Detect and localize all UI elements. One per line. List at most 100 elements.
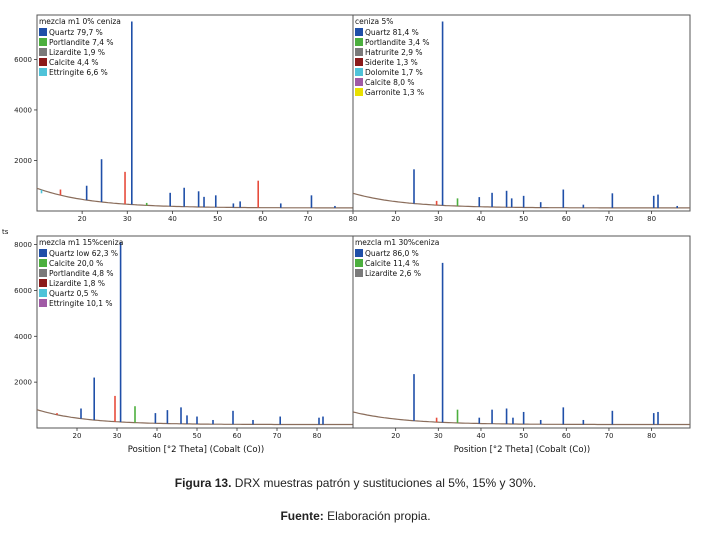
legend-swatch: [355, 68, 363, 76]
legend-swatch: [355, 78, 363, 86]
legend-swatch: [39, 279, 47, 287]
legend-swatch: [355, 269, 363, 277]
x-tick-label: 30: [434, 432, 443, 440]
legend-label: Quartz 81,4 %: [365, 28, 419, 37]
y-tick-label: 6000: [14, 56, 32, 64]
x-tick-label: 60: [562, 432, 571, 440]
x-tick-label: 60: [562, 215, 571, 223]
legend-swatch: [355, 28, 363, 36]
y-tick-label: 2000: [14, 157, 32, 165]
legend-label: Ettringite 6,6 %: [49, 68, 108, 77]
legend-label: Quartz 0,5 %: [49, 289, 98, 298]
background-trace: [352, 411, 690, 426]
xrd-panels: 20 30 40 50 60 70 80 2000 4000 6000 mezcla m1 0% c…: [14, 14, 691, 440]
x-tick-label: 40: [168, 215, 177, 223]
x-tick-label: 30: [434, 215, 443, 223]
xrd-panel-2: 20 30 40 50 60 70 80 2000 4000 6000 8000 mezcla m1 …: [14, 235, 354, 440]
x-tick-label: 80: [647, 432, 656, 440]
x-tick-label: 50: [519, 215, 528, 223]
y-tick-label: 4000: [14, 333, 32, 341]
x-tick-label: 70: [604, 215, 613, 223]
x-tick-label: 80: [313, 432, 322, 440]
legend-swatch: [355, 259, 363, 267]
legend-swatch: [355, 38, 363, 46]
legend-swatch: [39, 38, 47, 46]
panel-title: ceniza 5%: [355, 17, 393, 26]
legend-label: Siderite 1,3 %: [365, 58, 418, 67]
legend-swatch: [355, 58, 363, 66]
legend-label: Quartz 79,7 %: [49, 28, 103, 37]
panel-frame: [352, 235, 691, 429]
x-tick-label: 50: [519, 432, 528, 440]
panel-title: mezcla m1 15%ceniza: [39, 238, 123, 247]
panel-title: mezcla m1 30%ceniza: [355, 238, 439, 247]
y-tick-label: 4000: [14, 106, 32, 114]
legend-label: Calcite 20,0 %: [49, 259, 103, 268]
legend-swatch: [355, 88, 363, 96]
background-trace: [36, 409, 353, 426]
panel-frame: [36, 14, 354, 212]
legend-label: Lizardite 1,9 %: [49, 48, 105, 57]
legend-label: Calcite 11,4 %: [365, 259, 419, 268]
legend-swatch: [39, 269, 47, 277]
x-tick-label: 50: [193, 432, 202, 440]
x-tick-label: 70: [303, 215, 312, 223]
x-tick-label: 70: [273, 432, 282, 440]
xrd-panel-1: 20 30 40 50 60 70 80 ceniza 5% Quartz 81,4 %Port…: [352, 14, 691, 223]
xrd-panel-0: 20 30 40 50 60 70 80 2000 4000 6000 mezcla m1 0% c…: [14, 14, 358, 223]
legend-swatch: [39, 68, 47, 76]
x-tick-label: 70: [604, 432, 613, 440]
legend-swatch: [39, 299, 47, 307]
legend-label: Portlandite 4,8 %: [49, 269, 114, 278]
legend-label: Calcite 8,0 %: [365, 78, 415, 87]
caption-label: Figura 13.: [174, 476, 232, 490]
legend-swatch: [39, 58, 47, 66]
legend-label: Quartz 86,0 %: [365, 249, 419, 258]
x-tick-label: 60: [258, 215, 267, 223]
x-tick-label: 20: [391, 215, 400, 223]
panel-title: mezcla m1 0% ceniza: [39, 17, 121, 26]
legend-label: Portlandite 7,4 %: [49, 38, 114, 47]
legend-swatch: [355, 48, 363, 56]
legend-swatch: [39, 289, 47, 297]
x-axis-title-left: Position [°2 Theta] (Cobalt (Co)): [128, 445, 264, 455]
legend-label: Lizardite 1,8 %: [49, 279, 105, 288]
legend-swatch: [355, 249, 363, 257]
panel-frame: [352, 14, 691, 212]
legend-label: Portlandite 3,4 %: [365, 38, 430, 47]
legend-label: Garronite 1,3 %: [365, 88, 424, 97]
legend-swatch: [39, 249, 47, 257]
x-tick-label: 80: [647, 215, 656, 223]
x-tick-label: 30: [123, 215, 132, 223]
background-trace: [352, 192, 690, 209]
x-tick-label: 20: [73, 432, 82, 440]
x-tick-label: 20: [78, 215, 87, 223]
legend-label: Hatrurite 2,9 %: [365, 48, 423, 57]
x-tick-label: 30: [113, 432, 122, 440]
legend-swatch: [39, 259, 47, 267]
x-tick-label: 40: [477, 215, 486, 223]
figure-source: Fuente: Elaboración propia.: [0, 509, 711, 523]
x-tick-label: 40: [153, 432, 162, 440]
source-label: Fuente:: [280, 509, 324, 523]
y-tick-label: 6000: [14, 287, 32, 295]
caption-text: DRX muestras patrón y sustituciones al 5…: [231, 476, 537, 490]
background-trace: [36, 187, 353, 209]
x-tick-label: 40: [477, 432, 486, 440]
xrd-panel-3: 20 30 40 50 60 70 80 mezcla m1 30%ceniza Quartz …: [352, 235, 691, 440]
legend-label: Calcite 4,4 %: [49, 58, 99, 67]
x-axis-title-right: Position [°2 Theta] (Cobalt (Co)): [454, 445, 590, 455]
y-tick-label: 2000: [14, 379, 32, 387]
x-tick-label: 80: [349, 215, 358, 223]
legend-swatch: [39, 28, 47, 36]
legend-swatch: [39, 48, 47, 56]
legend-label: Ettringite 10,1 %: [49, 299, 113, 308]
x-tick-label: 50: [213, 215, 222, 223]
legend-label: Quartz low 62,3 %: [49, 249, 118, 258]
panel-frame: [36, 235, 354, 429]
legend-label: Dolomite 1,7 %: [365, 68, 423, 77]
y-tick-label: 8000: [14, 241, 32, 249]
legend-label: Lizardite 2,6 %: [365, 269, 421, 278]
figure-caption: Figura 13. DRX muestras patrón y sustitu…: [0, 476, 711, 490]
